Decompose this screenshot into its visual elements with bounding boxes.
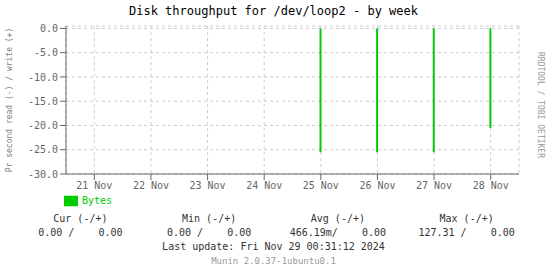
svg-text:26 Nov: 26 Nov [359, 180, 395, 191]
svg-text:23 Nov: 23 Nov [190, 180, 226, 191]
html-text:Avg (-/+): Avg (-/+) [310, 213, 365, 224]
html-text:Bytes: Bytes [82, 195, 113, 206]
html-text:Disk throughput for /dev/loop2: Disk throughput for /dev/loop2 - by week [129, 4, 418, 18]
html-text:0.00 / 0.00: 0.00 / 0.00 [38, 227, 123, 238]
html-text:RRDTOOL / TOBI OETIKER: RRDTOOL / TOBI OETIKER [536, 52, 545, 158]
svg-text:-5.0: -5.0 [34, 47, 58, 58]
html-text:Munin 2.0.37-1ubuntu0.1: Munin 2.0.37-1ubuntu0.1 [211, 256, 336, 266]
svg-text:22 Nov: 22 Nov [133, 180, 169, 191]
html-text:127.31 / 0.00: 127.31 / 0.00 [418, 227, 515, 238]
html-text:Max (-/+): Max (-/+) [439, 213, 494, 224]
svg-text:Pr second read (-) / write (+): Pr second read (-) / write (+) [8, 28, 14, 173]
svg-text:-30.0: -30.0 [28, 169, 58, 180]
svg-text:0.0: 0.0 [40, 23, 58, 34]
html-text:Cur (-/+): Cur (-/+) [53, 213, 108, 224]
svg-text:21 Nov: 21 Nov [76, 180, 112, 191]
svg-text:25 Nov: 25 Nov [303, 180, 339, 191]
svg-text:-10.0: -10.0 [28, 72, 58, 83]
svg-text:28 Nov: 28 Nov [473, 180, 509, 191]
svg-text:-15.0: -15.0 [28, 96, 58, 107]
html-text:466.19m/ 0.00: 466.19m/ 0.00 [289, 227, 386, 238]
svg-text:-25.0: -25.0 [28, 144, 58, 155]
svg-text:27 Nov: 27 Nov [416, 180, 452, 191]
svg-text:24 Nov: 24 Nov [246, 180, 282, 191]
html-text:0.00 / 0.00: 0.00 / 0.00 [167, 227, 252, 238]
html-text:Min (-/+): Min (-/+) [182, 213, 237, 224]
svg-text:-20.0: -20.0 [28, 120, 58, 131]
html-text:Last update: Fri Nov 29 00:31:: Last update: Fri Nov 29 00:31:12 2024 [162, 241, 385, 252]
